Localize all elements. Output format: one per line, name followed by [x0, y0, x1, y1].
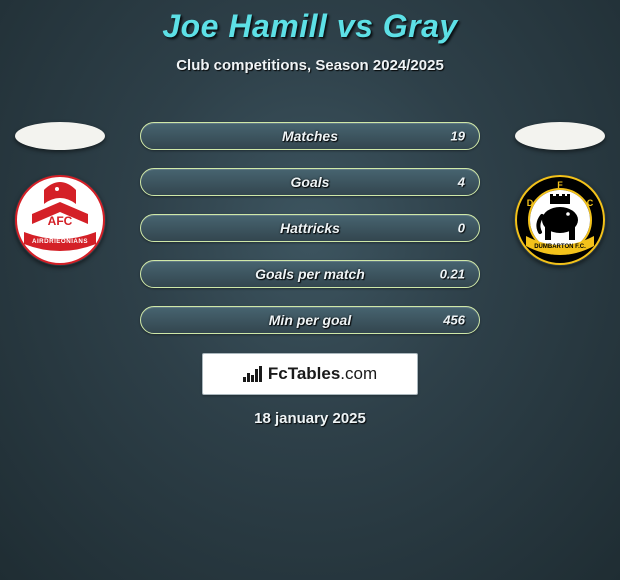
stat-row-matches: Matches 19: [140, 122, 480, 150]
stat-value-right: 0.21: [440, 267, 465, 282]
stat-label: Goals: [291, 174, 330, 190]
svg-text:C: C: [587, 198, 594, 208]
player-right-photo: [515, 122, 605, 150]
logo-text: FcTables.com: [268, 364, 377, 384]
stat-row-hattricks: Hattricks 0: [140, 214, 480, 242]
stat-value-right: 456: [443, 313, 465, 328]
stat-row-goals: Goals 4: [140, 168, 480, 196]
stat-label: Matches: [282, 128, 338, 144]
svg-text:AIRDRIEONIANS: AIRDRIEONIANS: [32, 238, 88, 245]
logo-text-bold: FcTables: [268, 364, 340, 383]
player-left-photo: [15, 122, 105, 150]
left-player-column: AFC AIRDRIEONIANS: [10, 122, 110, 266]
stat-row-gpm: Goals per match 0.21: [140, 260, 480, 288]
footer-date: 18 january 2025: [0, 410, 620, 427]
dumbarton-crest-icon: F D C DUMBARTON F.C.: [514, 174, 606, 266]
fctables-logo: FcTables.com: [202, 353, 418, 395]
stat-label: Min per goal: [269, 312, 351, 328]
page-title: Joe Hamill vs Gray: [0, 0, 620, 45]
stat-row-mpg: Min per goal 456: [140, 306, 480, 334]
stat-label: Goals per match: [255, 266, 365, 282]
svg-text:AFC: AFC: [48, 214, 73, 228]
stats-list: Matches 19 Goals 4 Hattricks 0 Goals per…: [140, 122, 480, 334]
stat-label: Hattricks: [280, 220, 340, 236]
stat-value-right: 4: [458, 175, 465, 190]
svg-text:F: F: [557, 180, 563, 190]
svg-text:D: D: [527, 198, 534, 208]
club-crest-left: AFC AIRDRIEONIANS: [14, 174, 106, 266]
right-player-column: F D C DUMBARTON F.C.: [510, 122, 610, 266]
svg-text:DUMBARTON F.C.: DUMBARTON F.C.: [534, 244, 586, 250]
stat-value-right: 19: [451, 129, 465, 144]
stat-value-right: 0: [458, 221, 465, 236]
club-crest-right: F D C DUMBARTON F.C.: [514, 174, 606, 266]
bar-chart-icon: [243, 366, 262, 382]
logo-text-light: .com: [340, 364, 377, 383]
airdrieonians-crest-icon: AFC AIRDRIEONIANS: [14, 174, 106, 266]
page-subtitle: Club competitions, Season 2024/2025: [0, 57, 620, 74]
